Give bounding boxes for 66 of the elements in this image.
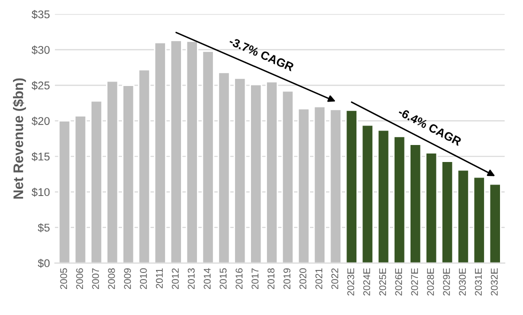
bar — [74, 115, 87, 264]
x-tick-label: 2008 — [108, 268, 115, 290]
y-tick-label: $15 — [32, 152, 50, 162]
bar — [154, 42, 166, 264]
x-tick-label: 2007 — [92, 268, 99, 290]
x-tick-label: 2011 — [156, 268, 163, 288]
bar — [122, 84, 135, 264]
bar — [377, 129, 390, 264]
y-tick-label: $35 — [32, 10, 50, 19]
x-tick-label: 2013 — [188, 268, 195, 290]
x-tick-label: 2030E — [458, 268, 466, 296]
y-tick-label: $20 — [32, 116, 50, 126]
bar — [282, 90, 294, 264]
y-tick-label: $25 — [32, 81, 50, 90]
bar — [218, 72, 230, 264]
bar — [186, 40, 198, 264]
x-tick-label: 2027E — [411, 268, 418, 296]
x-tick-label: 2012 — [172, 268, 179, 290]
x-tick-label: 2025E — [379, 268, 386, 296]
bar — [472, 176, 486, 264]
x-tick-label: 2026E — [395, 268, 402, 296]
bar — [106, 80, 119, 264]
y-tick-label: $30 — [32, 46, 50, 55]
x-tick-label: 2023E — [347, 268, 354, 296]
x-tick-label: 2020 — [299, 268, 306, 290]
bar — [441, 160, 454, 264]
annotation: -3.7% CAGR — [228, 36, 294, 72]
x-tick-label: 2022 — [331, 268, 338, 290]
bar — [345, 109, 358, 264]
x-tick-label: 2019 — [284, 268, 290, 290]
x-tick-label: 2021 — [315, 268, 322, 290]
y-axis-title: Net Revenue ($bn) — [12, 78, 26, 199]
x-tick-label: 2017 — [252, 268, 258, 290]
x-tick-label: 2015 — [220, 268, 227, 290]
bar — [202, 50, 214, 264]
bar — [266, 81, 278, 264]
x-tick-label: 2032E — [490, 268, 498, 296]
x-tick-label: 2029E — [443, 268, 450, 296]
bar — [58, 120, 71, 264]
x-tick-label: 2031E — [474, 268, 482, 296]
y-tick-label: $0 — [38, 258, 50, 268]
y-tick-label: $5 — [38, 223, 50, 232]
bar — [297, 108, 310, 264]
x-tick-label: 2006 — [76, 268, 84, 290]
x-tick-label: 2010 — [140, 268, 147, 290]
bar — [313, 106, 326, 264]
bar — [90, 100, 103, 264]
bar — [409, 144, 422, 264]
x-tick-label: 2014 — [204, 268, 211, 290]
x-tick-label: 2018 — [268, 268, 274, 290]
bar — [393, 136, 406, 264]
x-tick-label: 2009 — [124, 268, 131, 290]
bar — [329, 108, 342, 264]
bar — [250, 84, 262, 264]
x-tick-label: 2016 — [236, 268, 243, 290]
bar — [456, 169, 470, 264]
bar — [170, 40, 182, 264]
x-tick-label: 2024E — [363, 268, 370, 296]
y-tick-label: $10 — [32, 188, 50, 197]
x-tick-label: 2005 — [60, 268, 68, 290]
bar — [361, 124, 374, 264]
bar — [488, 183, 502, 264]
bar — [138, 68, 151, 264]
bar — [234, 77, 246, 264]
x-tick-label: 2028E — [427, 268, 434, 296]
bar — [425, 152, 438, 264]
